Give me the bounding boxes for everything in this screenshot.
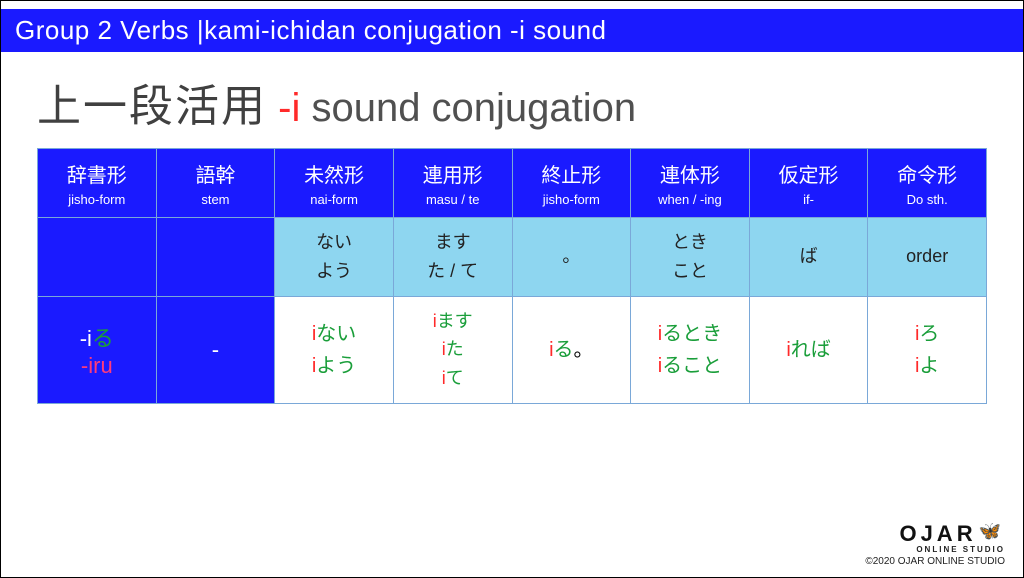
sub-nai: ないよう (275, 218, 394, 297)
page-title: 上一段活用 -i sound conjugation (1, 52, 1023, 148)
col-stem: 語幹stem (156, 149, 275, 218)
sub-order: order (868, 218, 987, 297)
cell-stem: - (156, 296, 275, 403)
header-banner: Group 2 Verbs |kami-ichidan conjugation … (1, 9, 1023, 52)
brand-name: OJAR (899, 521, 976, 546)
col-jisho: 辞書形jisho-form (38, 149, 157, 218)
col-when: 連体形when / -ing (631, 149, 750, 218)
copyright: ©2020 OJAR ONLINE STUDIO (865, 556, 1005, 567)
footer: OJAR🦋 ONLINE STUDIO ©2020 OJAR ONLINE ST… (865, 521, 1005, 567)
sub-when: ときこと (631, 218, 750, 297)
col-jisho2: 終止形jisho-form (512, 149, 631, 218)
col-if: 仮定形if- (749, 149, 868, 218)
title-dash-i: -i (278, 86, 300, 130)
cell-jisho: iる。 (512, 296, 631, 403)
col-nai: 未然形nai-form (275, 149, 394, 218)
table-main-row: -iる -iru - iない iよう iます iた iて iる。 iるとき iる… (38, 296, 987, 403)
cell-nai: iない iよう (275, 296, 394, 403)
col-masu: 連用形masu / te (393, 149, 512, 218)
cell-when: iるとき iること (631, 296, 750, 403)
title-jp: 上一段活用 (37, 82, 267, 131)
title-rest: sound conjugation (300, 86, 636, 130)
sub-jisho: 。 (512, 218, 631, 297)
table-sub-row: ないよう ますた / て 。 ときこと ば order (38, 218, 987, 297)
sub-if: ば (749, 218, 868, 297)
sub-blank-0 (38, 218, 157, 297)
cell-if: iれば (749, 296, 868, 403)
cell-dict: -iる -iru (38, 296, 157, 403)
brand-logo: OJAR🦋 ONLINE STUDIO (865, 521, 1005, 554)
brand-sub: ONLINE STUDIO (865, 545, 1005, 554)
sub-masu: ますた / て (393, 218, 512, 297)
col-order: 命令形Do sth. (868, 149, 987, 218)
conjugation-table: 辞書形jisho-form 語幹stem 未然形nai-form 連用形masu… (37, 148, 987, 404)
butterfly-icon: 🦋 (979, 521, 1005, 542)
cell-masu: iます iた iて (393, 296, 512, 403)
table-header-row: 辞書形jisho-form 語幹stem 未然形nai-form 連用形masu… (38, 149, 987, 218)
cell-order: iろ iよ (868, 296, 987, 403)
sub-blank-1 (156, 218, 275, 297)
